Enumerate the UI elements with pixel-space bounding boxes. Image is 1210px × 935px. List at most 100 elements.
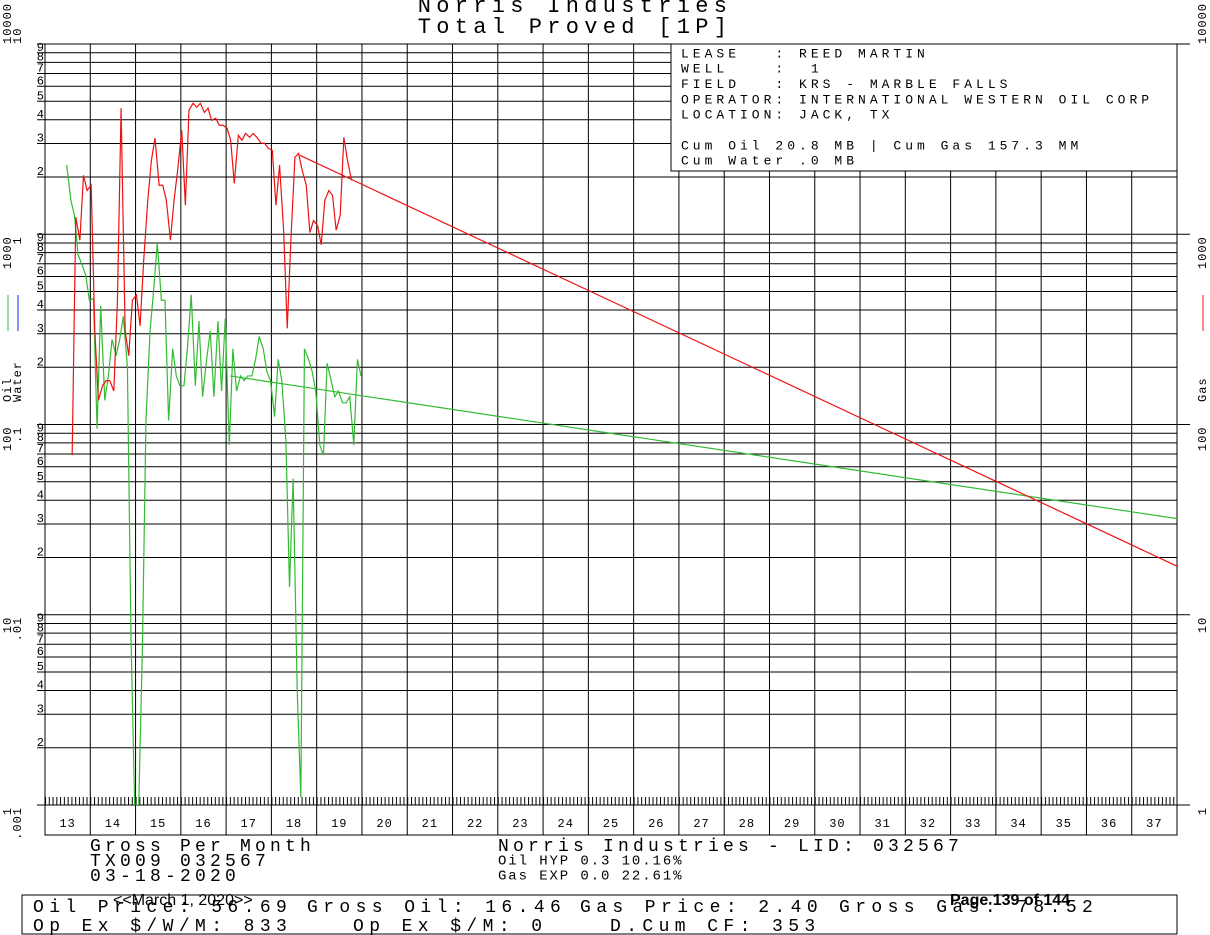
x-tick-label: 33: [965, 817, 981, 831]
footer-box-text: Gross Oil: 16.46: [307, 898, 566, 918]
x-tick-label: 23: [512, 817, 528, 831]
y-minor-tick-label: 4: [37, 488, 44, 502]
y-minor-tick-label: 5: [37, 470, 44, 484]
y-minor-tick-label: 3: [37, 132, 44, 146]
y2-tick-label: 1000: [1196, 236, 1210, 269]
y-minor-tick-label: 3: [37, 322, 44, 336]
x-tick-label: 29: [784, 817, 800, 831]
info-box: [670, 43, 1178, 172]
y-minor-tick-label: 7: [37, 442, 44, 456]
chart-subtitle: Total Proved [1P]: [418, 15, 733, 40]
x-tick-label: 25: [603, 817, 619, 831]
y-minor-tick-label: 9: [37, 41, 44, 55]
y-minor-tick-label: 7: [37, 252, 44, 266]
y-minor-tick-label: 2: [37, 546, 44, 560]
plot-lines: [66, 102, 1177, 805]
x-tick-label: 26: [648, 817, 664, 831]
y3-tick-label: 1: [11, 236, 25, 244]
footer-left: Gross Per Month: [90, 837, 315, 857]
footer-hyp: Gas EXP 0.0 22.61%: [498, 869, 683, 885]
y-minor-tick-label: 9: [37, 231, 44, 245]
y-minor-tick-label: 2: [37, 736, 44, 750]
y-minor-tick-label: 7: [37, 632, 44, 646]
x-tick-label: 32: [920, 817, 936, 831]
x-tick-label: 16: [195, 817, 211, 831]
x-tick-label: 36: [1101, 817, 1117, 831]
footer-hyp: Oil HYP 0.3 10.16%: [498, 854, 683, 870]
footer-box-text: Gas Price: 2.40: [580, 898, 823, 918]
y-minor-tick-label: 2: [37, 165, 44, 179]
y-minor-tick-label: 6: [37, 645, 44, 659]
footer-box-text: Gross Gas: 78.52: [839, 898, 1098, 918]
footer-box: [21, 894, 1178, 935]
series-line: [71, 102, 353, 456]
y-tick-label: 10000: [1, 3, 15, 44]
x-tick-label: 19: [331, 817, 347, 831]
y-minor-tick-label: 5: [37, 280, 44, 294]
cum-line: Cum Water .0 MB: [681, 153, 858, 168]
y-minor-tick-label: 7: [37, 62, 44, 76]
y-minor-tick-label: 6: [37, 74, 44, 88]
footer-left: TX009 032567: [90, 852, 270, 872]
info-line: OPERATOR: INTERNATIONAL WESTERN OIL CORP: [681, 92, 1153, 107]
footer-box-text: Op Ex $/W/M: 833: [33, 917, 292, 935]
y-minor-tick-label: 5: [37, 89, 44, 103]
legend-label: Oil: [1, 377, 15, 402]
footer-box-text: Op Ex $/M: 0: [353, 917, 547, 935]
y-minor-tick-label: 9: [37, 612, 44, 626]
x-tick-label: 28: [739, 817, 755, 831]
x-tick-label: 14: [105, 817, 121, 831]
footer-left: 03-18-2020: [90, 867, 240, 887]
info-line: WELL : 1: [681, 62, 823, 77]
y2-tick-label: 1: [1196, 807, 1210, 815]
y2-tick-label: 10000: [1196, 3, 1210, 44]
forecast-line: [230, 375, 1177, 520]
y-minor-tick-label: 4: [37, 108, 44, 122]
x-tick-label: 35: [1056, 817, 1072, 831]
y2-tick-label: 100: [1196, 427, 1210, 452]
y-minor-tick-label: 8: [37, 431, 44, 445]
x-tick-label: 18: [286, 817, 302, 831]
x-tick-label: 15: [150, 817, 166, 831]
x-tick-label: 37: [1146, 817, 1162, 831]
x-tick-label: 17: [241, 817, 257, 831]
grid: [37, 43, 1190, 835]
y-minor-tick-label: 8: [37, 51, 44, 65]
legend-label: Water: [11, 361, 25, 402]
x-tick-label: 27: [693, 817, 709, 831]
footer-center-title: Norris Industries - LID: 032567: [498, 837, 963, 857]
info-line: FIELD : KRS - MARBLE FALLS: [681, 77, 1011, 92]
y3-tick-label: 10: [11, 28, 25, 44]
month-ticks: [45, 797, 1177, 805]
overlay-page: Page 139 of 144: [950, 892, 1070, 909]
info-line: LEASE : REED MARTIN: [681, 46, 929, 61]
y-tick-label: 1000: [1, 236, 15, 269]
footer-box-text: Oil Price: 56.69: [33, 898, 292, 918]
series-line: [66, 165, 362, 805]
cum-line: Cum Oil 20.8 MB | Cum Gas 157.3 MM: [681, 138, 1082, 153]
x-tick-label: 31: [874, 817, 890, 831]
y2-tick-label: 10: [1196, 617, 1210, 633]
y-minor-tick-label: 6: [37, 265, 44, 279]
y-minor-tick-label: 8: [37, 621, 44, 635]
y-minor-tick-label: 3: [37, 702, 44, 716]
y-minor-tick-label: 2: [37, 355, 44, 369]
y-minor-tick-label: 4: [37, 679, 44, 693]
y-minor-tick-label: 9: [37, 421, 44, 435]
x-tick-label: 21: [422, 817, 438, 831]
labels: 13 14 15 16 17 18 19 20 21 22 23 24 25 26 27 28 29 30 31 32…: [1, 3, 1210, 840]
y-minor-tick-label: 6: [37, 455, 44, 469]
x-tick-label: 22: [467, 817, 483, 831]
footer-box-text: D.Cum CF: 353: [610, 917, 821, 935]
y-tick-label: 1: [1, 807, 15, 815]
x-label-row: [44, 804, 1178, 836]
y-minor-tick-label: 4: [37, 298, 44, 312]
y-minor-tick-label: 8: [37, 241, 44, 255]
chart-title: Norris Industries: [418, 0, 733, 19]
x-tick-label: 24: [558, 817, 574, 831]
y-minor-tick-label: 5: [37, 660, 44, 674]
x-tick-label: 13: [59, 817, 75, 831]
forecast-line: [299, 154, 1177, 567]
y-tick-label: 10: [1, 617, 15, 633]
